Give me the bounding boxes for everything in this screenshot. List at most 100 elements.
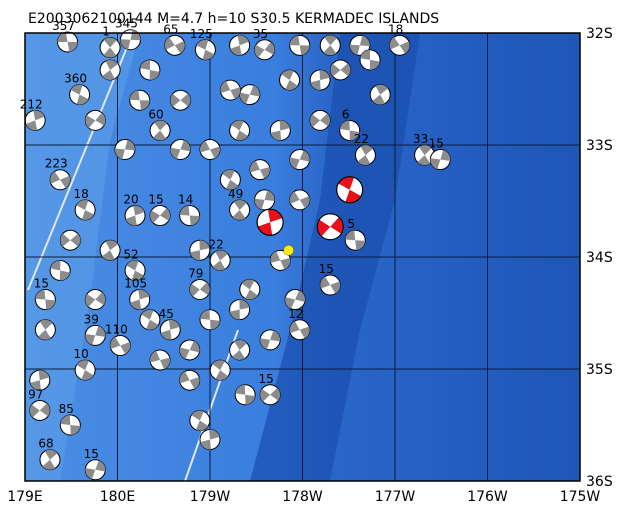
depth-label: 110 — [105, 322, 128, 336]
depth-label: 15 — [319, 262, 334, 276]
focal-mechanism — [84, 289, 106, 311]
compression-quadrant — [268, 209, 283, 223]
beachball-outline — [336, 176, 364, 204]
compression-quadrant — [140, 59, 151, 70]
compression-quadrant — [230, 45, 242, 56]
focal-mechanism: 15 — [148, 193, 171, 227]
compression-quadrant — [199, 240, 210, 251]
y-tick-label: 36S — [586, 474, 613, 490]
compression-quadrant — [39, 319, 53, 330]
compression-quadrant — [215, 370, 229, 381]
compression-quadrant — [124, 139, 135, 151]
compression-quadrant — [168, 319, 180, 330]
beachball-outline — [316, 213, 344, 241]
focal-mechanism: 1 — [99, 25, 121, 59]
compression-quadrant — [215, 250, 228, 261]
compression-quadrant — [237, 35, 249, 46]
compression-quadrant — [95, 112, 106, 126]
focal-mechanism — [219, 169, 241, 191]
compression-quadrant — [95, 460, 106, 472]
compression-quadrant — [154, 120, 167, 131]
compression-quadrant — [38, 329, 51, 340]
compression-quadrant — [338, 176, 354, 190]
depth-label: 18 — [73, 187, 88, 201]
focal-mechanism: 45 — [159, 307, 181, 341]
compression-quadrant — [280, 257, 291, 270]
compression-quadrant — [191, 410, 204, 421]
compression-quadrant — [245, 289, 258, 300]
compression-quadrant — [232, 209, 246, 220]
compression-quadrant — [340, 63, 351, 77]
depth-label: 33 — [413, 132, 428, 146]
compression-quadrant — [76, 360, 89, 371]
compression-quadrant — [295, 290, 306, 302]
compression-quadrant — [229, 309, 240, 320]
focal-mechanism: 15 — [34, 277, 56, 311]
depth-label: 22 — [209, 237, 224, 251]
x-tick-label: 179E — [7, 489, 43, 505]
compression-quadrant — [50, 260, 61, 271]
depth-label: 105 — [124, 277, 147, 291]
focal-mechanism — [199, 429, 221, 451]
focal-mechanism — [369, 84, 391, 106]
compression-quadrant — [212, 360, 225, 371]
compression-quadrant — [349, 130, 360, 141]
focal-mechanism — [99, 239, 121, 261]
compression-quadrant — [270, 251, 281, 263]
depth-label: 345 — [115, 17, 138, 31]
compression-quadrant — [170, 93, 181, 107]
depth-label: 125 — [190, 27, 213, 41]
compression-quadrant — [59, 270, 70, 281]
focal-mechanism — [149, 349, 171, 371]
focal-mechanism — [309, 69, 331, 91]
beachball-outline — [256, 208, 284, 236]
focal-mechanism — [259, 329, 281, 351]
compression-quadrant — [370, 59, 380, 70]
frame — [24, 32, 581, 482]
compression-quadrant — [149, 69, 160, 80]
focal-mechanism — [269, 119, 291, 141]
compression-quadrant — [29, 404, 40, 418]
focal-mechanism — [29, 369, 51, 391]
depth-label: 15 — [429, 137, 444, 151]
focal-mechanism: 79 — [188, 266, 211, 300]
compression-quadrant — [249, 85, 260, 97]
compression-quadrant — [85, 294, 96, 307]
compression-quadrant — [239, 299, 250, 310]
focal-mechanism — [336, 176, 364, 204]
compression-quadrant — [196, 39, 209, 50]
compression-quadrant — [70, 233, 81, 247]
compression-quadrant — [30, 380, 41, 391]
compression-quadrant — [38, 370, 50, 381]
depth-label: 85 — [59, 402, 74, 416]
compression-quadrant — [299, 326, 310, 339]
compression-quadrant — [289, 321, 300, 334]
compression-quadrant — [212, 260, 226, 271]
focal-mechanism — [99, 59, 121, 81]
x-tick-label: 180E — [100, 489, 136, 505]
compression-quadrant — [360, 145, 374, 156]
compression-quadrant — [44, 449, 58, 460]
compression-quadrant — [180, 93, 191, 107]
compression-quadrant — [160, 357, 171, 370]
focal-mechanism — [254, 189, 276, 211]
focal-mechanism — [319, 34, 341, 56]
x-tick-label: 179W — [190, 489, 231, 505]
depth-label: 52 — [123, 247, 138, 261]
compression-quadrant — [164, 37, 175, 50]
focal-mechanism: 22 — [209, 237, 231, 271]
compression-quadrant — [249, 160, 260, 173]
focal-mechanism — [59, 229, 81, 251]
depth-label: 20 — [123, 193, 138, 207]
focal-mechanism — [229, 34, 251, 56]
focal-mechanism — [169, 89, 191, 111]
compression-quadrant — [130, 299, 142, 310]
focal-mechanism: 105 — [124, 277, 151, 311]
compression-quadrant — [105, 59, 119, 70]
compression-quadrant — [120, 341, 131, 355]
depth-label: 68 — [38, 437, 53, 451]
y-tick-label: 35S — [586, 362, 613, 378]
focal-mechanism — [199, 309, 221, 331]
focal-mechanism — [289, 34, 311, 56]
